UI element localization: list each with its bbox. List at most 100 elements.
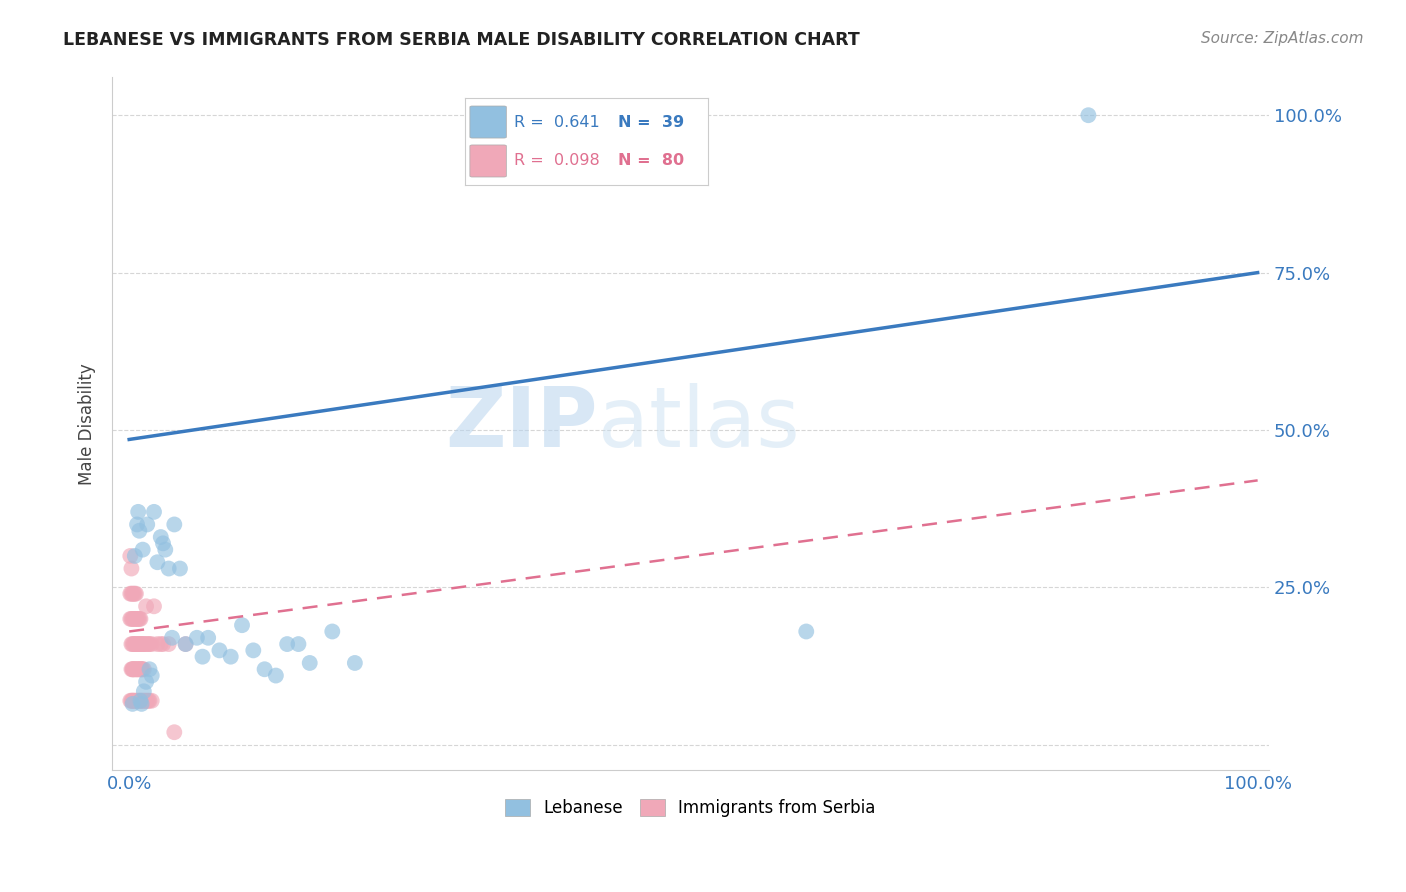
Point (146, 555, 169, 569)
Point (174, 637, 197, 651)
Point (129, 662, 152, 676)
Point (129, 662, 152, 676)
Point (132, 694, 155, 708)
Point (264, 668, 287, 682)
Point (134, 694, 156, 708)
Point (128, 637, 150, 651)
Point (138, 662, 160, 676)
Point (174, 637, 197, 651)
Point (157, 637, 180, 651)
Point (135, 694, 157, 708)
Text: ZIP: ZIP (446, 384, 598, 464)
Point (141, 668, 163, 682)
Point (122, 637, 145, 651)
Point (138, 637, 160, 651)
Point (128, 524, 150, 538)
Point (146, 637, 169, 651)
Point (120, 662, 142, 676)
Point (135, 599, 157, 614)
Point (120, 587, 142, 601)
Point (321, 624, 343, 639)
Point (163, 725, 186, 739)
Point (131, 637, 153, 651)
Point (128, 612, 150, 626)
Point (129, 637, 152, 651)
Point (1077, 108, 1099, 122)
Point (122, 587, 145, 601)
Point (136, 637, 159, 651)
Point (152, 637, 174, 651)
Point (127, 505, 149, 519)
Point (191, 649, 214, 664)
Point (128, 694, 150, 708)
Point (131, 694, 153, 708)
Point (125, 517, 148, 532)
Point (132, 637, 155, 651)
Point (121, 694, 143, 708)
Point (131, 662, 153, 676)
Point (125, 662, 148, 676)
Point (128, 662, 150, 676)
Point (132, 694, 155, 708)
Point (287, 637, 309, 651)
Point (794, 624, 817, 639)
Point (149, 530, 172, 544)
Point (208, 643, 231, 657)
Point (143, 599, 166, 614)
Point (138, 694, 160, 708)
Point (152, 536, 174, 550)
Point (155, 542, 177, 557)
Text: atlas: atlas (598, 384, 800, 464)
Point (121, 612, 143, 626)
Point (124, 612, 146, 626)
Text: LEBANESE VS IMMIGRANTS FROM SERBIA MALE DISABILITY CORRELATION CHART: LEBANESE VS IMMIGRANTS FROM SERBIA MALE … (63, 31, 860, 49)
Point (143, 505, 166, 519)
Point (124, 662, 146, 676)
Point (129, 694, 152, 708)
Point (125, 612, 148, 626)
Point (134, 637, 156, 651)
Point (125, 662, 148, 676)
Point (131, 662, 153, 676)
Point (132, 637, 155, 651)
Point (127, 612, 149, 626)
Point (125, 694, 148, 708)
Point (186, 631, 208, 645)
Point (127, 637, 149, 651)
Point (127, 694, 149, 708)
Point (138, 694, 160, 708)
Point (276, 637, 298, 651)
Point (125, 587, 148, 601)
Point (125, 694, 148, 708)
Point (132, 662, 155, 676)
Point (124, 694, 146, 708)
Point (125, 612, 148, 626)
Point (124, 587, 146, 601)
Point (298, 656, 321, 670)
Point (120, 694, 142, 708)
Point (122, 612, 145, 626)
Point (136, 694, 159, 708)
Point (136, 517, 159, 532)
Point (129, 694, 152, 708)
Point (121, 694, 143, 708)
Point (197, 631, 219, 645)
Point (120, 694, 142, 708)
Point (219, 649, 242, 664)
Point (121, 662, 143, 676)
Point (121, 637, 143, 651)
Point (125, 637, 148, 651)
Point (125, 637, 148, 651)
Text: Source: ZipAtlas.com: Source: ZipAtlas.com (1201, 31, 1364, 46)
Point (120, 587, 142, 601)
Point (129, 612, 152, 626)
Point (120, 612, 142, 626)
Point (127, 662, 149, 676)
Point (149, 637, 172, 651)
Point (242, 643, 264, 657)
Point (120, 561, 142, 575)
Point (125, 662, 148, 676)
Point (141, 694, 163, 708)
Y-axis label: Male Disability: Male Disability (79, 363, 96, 484)
Point (163, 517, 186, 532)
